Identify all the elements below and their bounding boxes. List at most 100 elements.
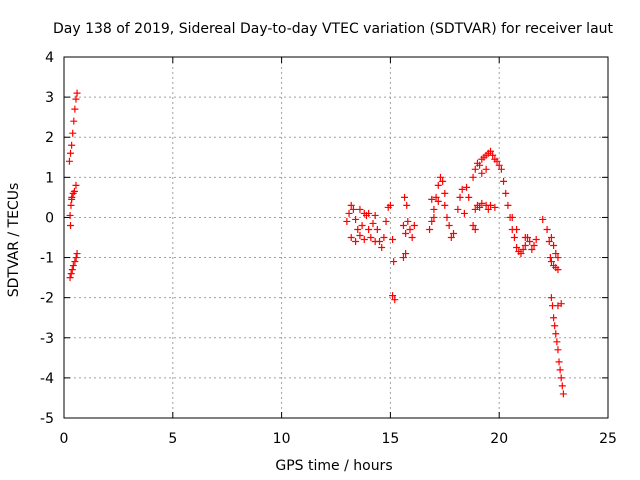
data-point [399,221,407,229]
data-point [476,203,484,211]
data-point [504,201,512,209]
data-point [354,225,362,233]
data-point [369,219,377,227]
data-point [430,205,438,213]
data-point [478,169,486,177]
data-point [539,215,547,223]
y-axis-label: SDTVAR / TECUs [6,183,22,298]
data-point [476,161,484,169]
data-point [402,250,410,258]
data-point [408,234,416,241]
x-tick-label: 10 [273,431,291,447]
data-point [72,254,80,262]
data-point [463,183,471,191]
y-tick-label: 4 [45,50,54,66]
data-point [517,250,525,258]
data-point [404,217,412,225]
y-tick-label: -1 [40,251,54,267]
data-point [402,229,410,237]
data-point [378,244,386,252]
data-point [546,254,554,262]
data-point [547,294,555,302]
data-point [557,374,565,382]
data-point [493,157,501,165]
data-point [445,221,453,229]
data-point [482,165,490,173]
data-point [347,201,355,209]
data-point [352,238,360,246]
y-tick-label: 0 [45,210,54,226]
y-tick-labels: -5 -4 -3 -2 -1 0 1 2 3 4 [40,50,54,427]
y-tick-label: -4 [40,371,54,387]
data-point [484,205,492,213]
data-point [432,193,440,201]
data-point [441,189,449,197]
data-point [519,246,527,254]
data-point [555,358,563,366]
data-point [553,338,561,346]
data-point [72,181,80,189]
data-point [67,221,75,229]
data-point [456,193,464,201]
data-point [426,225,434,233]
data-point [428,217,436,225]
data-point [447,234,455,241]
data-point [547,258,555,266]
data-point [68,141,76,149]
data-point [428,195,436,203]
data-point [550,242,558,250]
data-point [508,213,516,221]
data-point [367,234,375,241]
data-point [347,234,355,241]
data-point [513,225,521,233]
data-point [550,314,558,322]
data-point [554,346,562,354]
data-point [439,177,447,185]
data-point [365,209,373,217]
data-point [513,244,521,252]
y-tick-label: 2 [45,130,54,146]
x-tick-label: 20 [490,431,508,447]
data-point [406,225,414,233]
data-point [360,236,368,244]
data-point [69,262,77,270]
data-point [72,95,80,103]
data-point [471,205,479,213]
data-point [526,238,534,246]
data-point [495,161,503,169]
data-point [356,231,364,239]
plot-frame [63,56,609,419]
data-point [345,209,353,217]
data-point [528,246,536,254]
y-tick-label: -5 [40,411,54,427]
data-point [547,234,555,241]
data-point [552,250,560,258]
y-tick-label: -2 [40,291,54,307]
data-point [430,213,438,221]
data-point [68,195,76,203]
data-point [349,205,357,213]
data-point [380,234,388,241]
data-point [441,201,449,209]
data-point [67,149,75,157]
data-point [460,209,468,217]
data-point [399,254,407,262]
x-tick-label: 15 [381,431,399,447]
data-point [552,330,560,338]
y-tick-label: 3 [45,90,54,106]
data-point [73,250,81,258]
data-points [65,89,567,398]
y-tick-label: -3 [40,331,54,347]
data-point [478,199,486,207]
data-point [343,217,351,225]
x-tick-labels: 0 5 10 15 20 25 [60,431,617,447]
data-point [70,117,78,125]
data-point [389,236,397,244]
data-point [401,193,409,201]
x-axis-label: GPS time / hours [275,458,392,474]
data-point [373,225,381,233]
data-point [70,187,78,195]
data-point [458,185,466,193]
data-point [71,105,79,113]
